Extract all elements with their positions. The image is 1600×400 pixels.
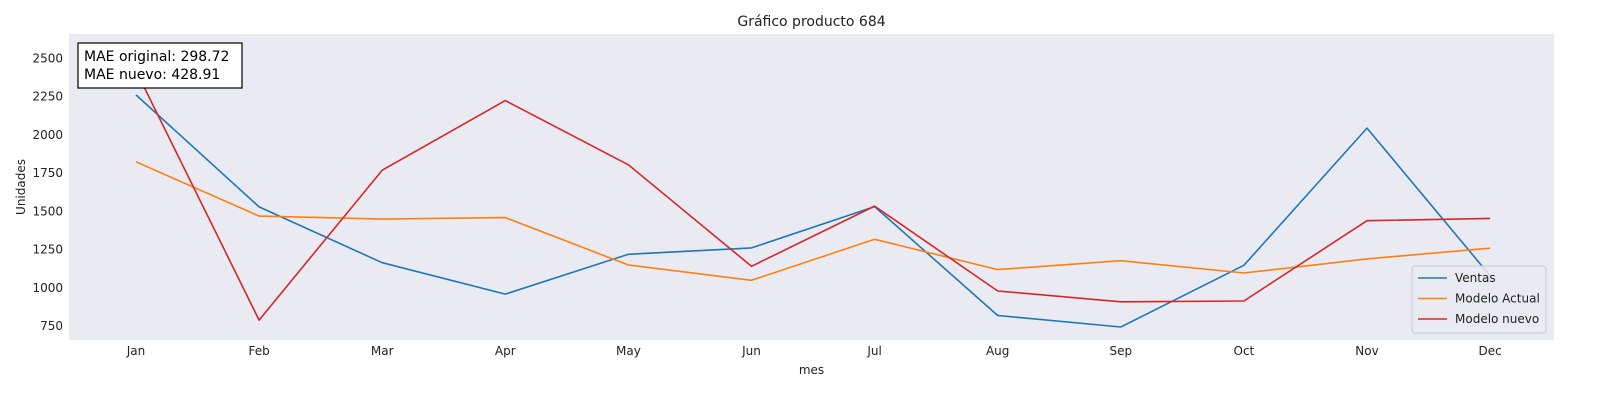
x-tick-label: Dec — [1478, 344, 1501, 358]
mae-annotation-box — [77, 42, 243, 89]
x-tick-label: Jan — [126, 344, 146, 358]
series-line — [135, 70, 1491, 321]
legend-box — [1411, 265, 1547, 334]
x-tick-label: Aug — [986, 344, 1009, 358]
y-tick-label: 1750 — [32, 166, 63, 180]
y-tick-label: 1250 — [32, 243, 63, 257]
x-axis-title: mes — [799, 363, 824, 377]
mae-nuevo-text: MAE nuevo: 428.91 — [84, 67, 220, 83]
legend-label: Modelo nuevo — [1455, 312, 1539, 326]
legend: Ventas Modelo Actual Modelo nuevo — [1411, 265, 1547, 334]
y-tick-label: 1000 — [32, 281, 63, 295]
y-tick-label: 750 — [40, 319, 63, 333]
mae-annotation: MAE original: 298.72 MAE nuevo: 428.91 — [77, 42, 243, 89]
y-tick-label: 2250 — [32, 90, 63, 104]
y-tick-label: 2000 — [32, 128, 63, 142]
legend-label: Modelo Actual — [1455, 292, 1540, 306]
x-tick-label: Feb — [248, 344, 269, 358]
y-axis-title: Unidades — [14, 159, 28, 215]
y-tick-label: 1500 — [32, 204, 63, 218]
x-tick-label: Jul — [866, 344, 881, 358]
chart-title: Gráfico producto 684 — [737, 14, 885, 30]
x-tick-label: Oct — [1234, 344, 1255, 358]
plot-area — [69, 34, 1554, 340]
legend-label: Ventas — [1455, 271, 1496, 285]
x-tick-label: Nov — [1355, 344, 1378, 358]
series-lines — [135, 70, 1491, 328]
y-axis-ticks: 750 1000 1250 1500 1750 2000 2250 2500 — [32, 51, 63, 333]
y-tick-label: 2500 — [32, 51, 63, 65]
x-tick-label: Mar — [371, 344, 394, 358]
series-line — [135, 161, 1491, 282]
mae-original-text: MAE original: 298.72 — [84, 49, 229, 65]
series-line — [135, 94, 1491, 328]
x-tick-label: May — [616, 344, 641, 358]
x-tick-label: Sep — [1109, 344, 1132, 358]
x-tick-label: Apr — [495, 344, 516, 358]
x-axis-ticks: Jan Feb Mar Apr May Jun Jul Aug Sep Oct Nov Dec — [126, 344, 1502, 358]
x-tick-label: Jun — [741, 344, 761, 358]
